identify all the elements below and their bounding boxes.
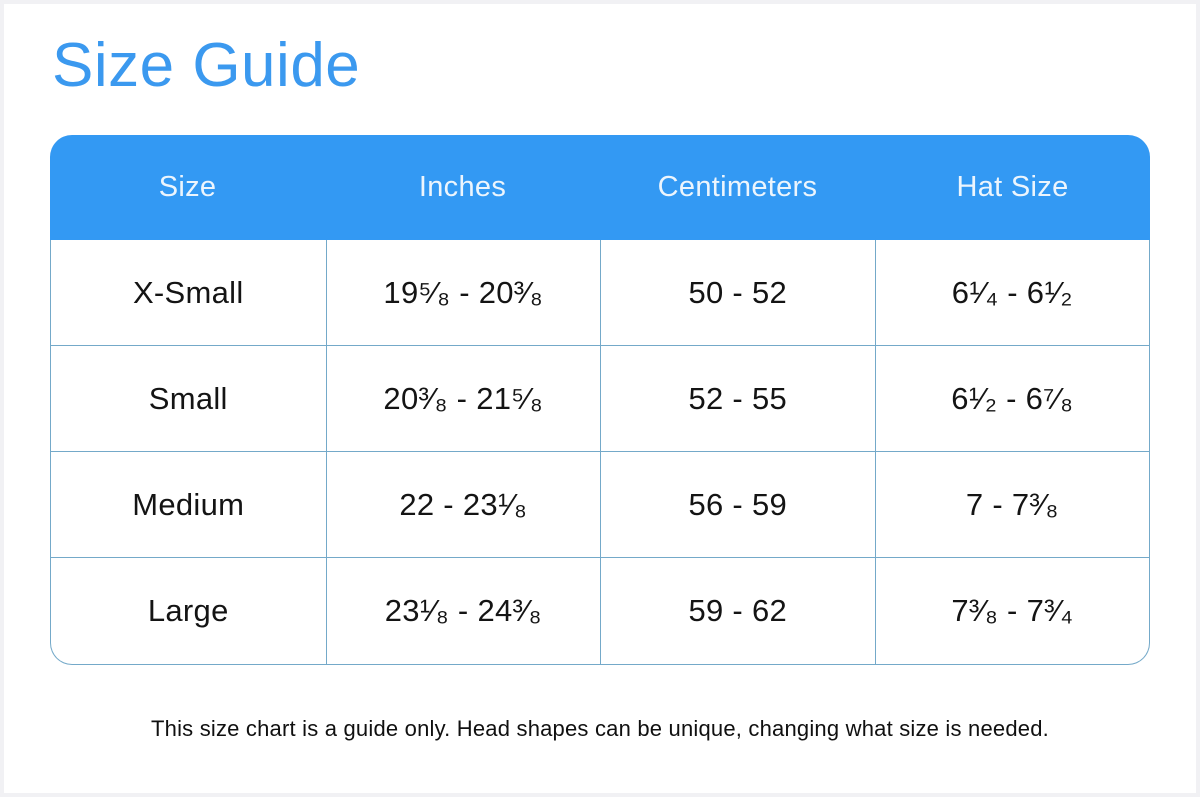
cell-inches: 22 - 23¹⁄₈ (325, 452, 601, 557)
cell-hat-size: 7 - 7³⁄₈ (874, 452, 1150, 557)
column-header-size: Size (158, 171, 217, 203)
table-row-x-small: X-Small 19⁵⁄₈ - 20³⁄₈ 50 - 52 6¹⁄₄ - 6¹⁄… (51, 240, 1149, 346)
page-title: Size Guide (52, 31, 361, 100)
cell-hat-size: 6¹⁄₂ - 6⁷⁄₈ (874, 346, 1150, 451)
cell-centimeters: 56 - 59 (600, 452, 875, 557)
table-body: X-Small 19⁵⁄₈ - 20³⁄₈ 50 - 52 6¹⁄₄ - 6¹⁄… (50, 240, 1150, 665)
column-header-hat-size: Hat Size (956, 171, 1069, 203)
column-header-inches: Inches (418, 171, 507, 203)
cell-inches: 20³⁄₈ - 21⁵⁄₈ (325, 346, 601, 451)
table-header-row: Size Inches Centimeters Hat Size (50, 135, 1150, 240)
cell-size: Small (148, 380, 228, 416)
cell-size: Large (147, 593, 229, 628)
table-row-large: Large 23¹⁄₈ - 24³⁄₈ 59 - 62 7³⁄₈ - 7³⁄₄ (51, 558, 1149, 664)
cell-centimeters: 59 - 62 (600, 558, 875, 664)
cell-inches: 23¹⁄₈ - 24³⁄₈ (325, 558, 601, 664)
size-guide-table: Size Inches Centimeters Hat Size X-Small… (50, 135, 1150, 665)
cell-hat-size: 7³⁄₈ - 7³⁄₄ (874, 558, 1150, 664)
cell-centimeters: 50 - 52 (600, 240, 875, 345)
cell-size: Medium (132, 486, 245, 522)
footnote: This size chart is a guide only. Head sh… (151, 716, 1049, 741)
cell-hat-size: 6¹⁄₄ - 6¹⁄₂ (874, 240, 1150, 345)
cell-centimeters: 52 - 55 (600, 346, 875, 451)
cell-inches: 19⁵⁄₈ - 20³⁄₈ (325, 240, 601, 345)
cell-size: X-Small (132, 274, 244, 310)
table-row-small: Small 20³⁄₈ - 21⁵⁄₈ 52 - 55 6¹⁄₂ - 6⁷⁄₈ (51, 346, 1149, 452)
table-row-medium: Medium 22 - 23¹⁄₈ 56 - 59 7 - 7³⁄₈ (51, 452, 1149, 558)
column-header-centimeters: Centimeters (657, 171, 818, 203)
